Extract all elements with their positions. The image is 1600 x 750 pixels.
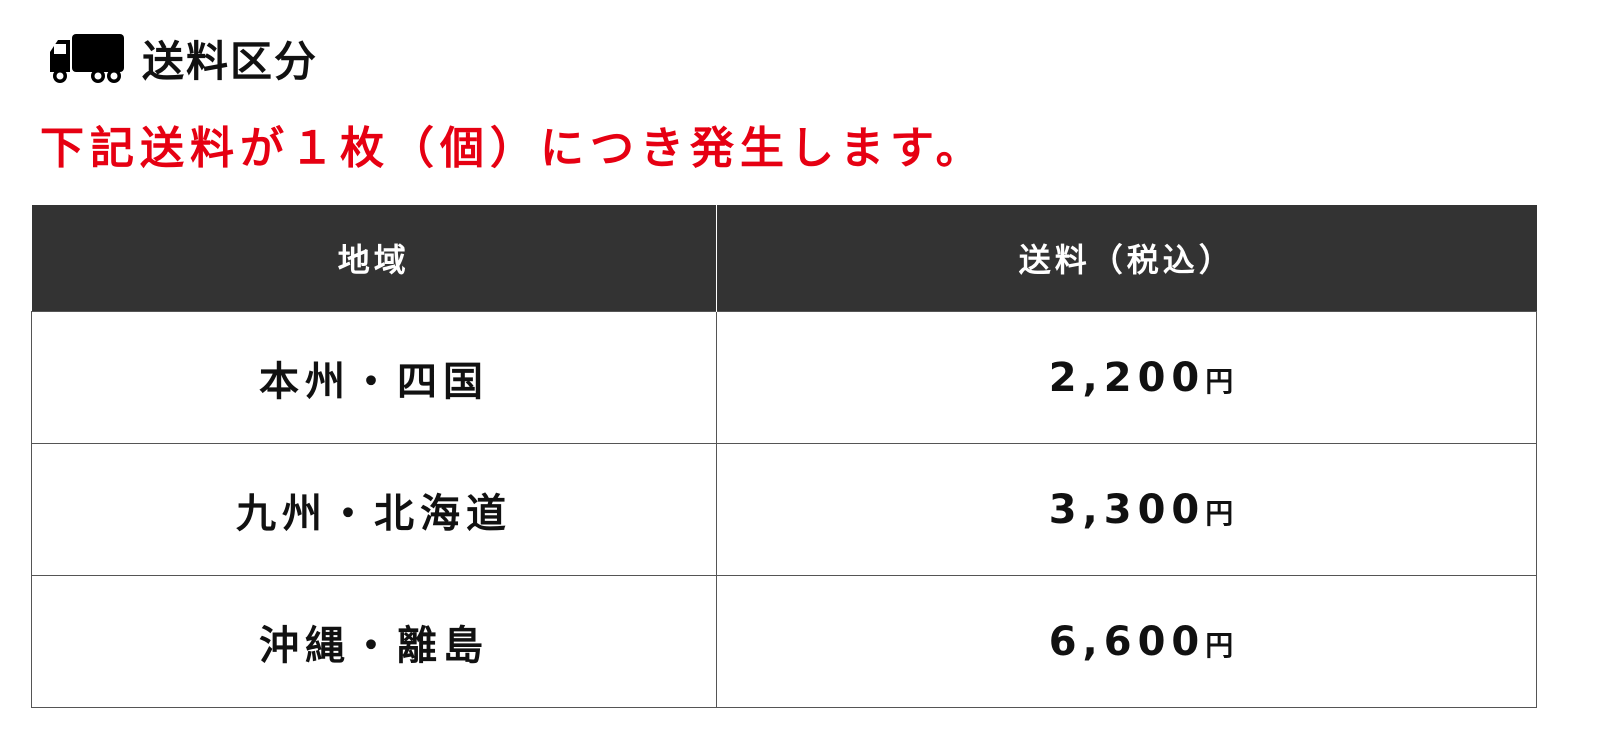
section-title: 送料区分 xyxy=(142,36,319,86)
price-cell: 6,600円 xyxy=(716,575,1537,708)
truck-icon xyxy=(50,34,124,83)
price-cell: 3,300円 xyxy=(716,443,1537,576)
shipping-notice: 下記送料が１枚（個）につき発生します。 xyxy=(40,123,986,174)
table-header-row: 地域 送料（税込） xyxy=(31,205,1537,312)
region-cell: 本州・四国 xyxy=(31,311,717,444)
header-fee: 送料（税込） xyxy=(716,205,1537,312)
header-region: 地域 xyxy=(31,205,717,312)
price-unit: 円 xyxy=(1205,364,1234,398)
price-unit: 円 xyxy=(1205,628,1234,662)
price-value: 3,300 xyxy=(1048,486,1206,533)
price-cell: 2,200円 xyxy=(716,311,1537,444)
price-value: 2,200 xyxy=(1048,354,1206,401)
price-unit: 円 xyxy=(1205,496,1234,530)
region-cell: 九州・北海道 xyxy=(31,443,717,576)
price-value: 6,600 xyxy=(1048,618,1206,665)
table-row: 九州・北海道 3,300円 xyxy=(31,443,1537,576)
region-cell: 沖縄・離島 xyxy=(31,575,717,708)
section-heading: 送料区分 xyxy=(46,28,318,88)
table-row: 本州・四国 2,200円 xyxy=(31,311,1537,444)
shipping-table: 地域 送料（税込） 本州・四国 2,200円 九州・北海道 3,300円 沖縄・… xyxy=(31,205,1537,708)
table-row: 沖縄・離島 6,600円 xyxy=(31,575,1537,708)
